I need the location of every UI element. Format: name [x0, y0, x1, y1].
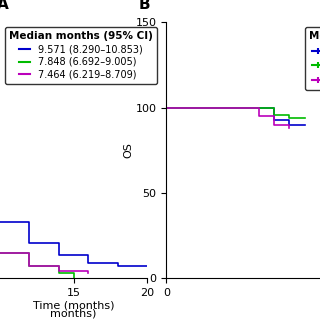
X-axis label: Time (months): Time (months) — [33, 301, 114, 311]
Text: B: B — [139, 0, 150, 12]
Text: A: A — [0, 0, 9, 12]
Y-axis label: OS: OS — [123, 142, 133, 158]
Legend: 9.571 (8.290–10.853), 7.848 (6.692–9.005), 7.464 (6.219–8.709): 9.571 (8.290–10.853), 7.848 (6.692–9.005… — [5, 27, 156, 84]
Legend: , , : , , — [305, 27, 320, 90]
Text: months): months) — [51, 309, 97, 319]
